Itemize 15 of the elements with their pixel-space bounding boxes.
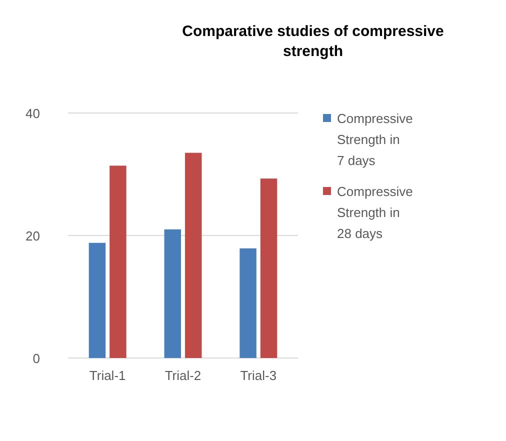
x-tick-label: Trial-1 bbox=[89, 368, 126, 383]
x-tick-label: Trial-3 bbox=[240, 368, 277, 383]
legend-label: Compressive Strength in 28 days bbox=[337, 184, 413, 241]
bar bbox=[260, 178, 278, 358]
x-tick-label: Trial-2 bbox=[164, 368, 202, 383]
y-tick-label: 20 bbox=[26, 228, 40, 244]
bar bbox=[185, 152, 202, 358]
legend-label: Compressive Strength in 7 days bbox=[337, 111, 413, 168]
bar bbox=[164, 229, 181, 358]
bar bbox=[88, 242, 106, 358]
y-tick-label: 0 bbox=[32, 351, 40, 366]
y-tick-label: 40 bbox=[26, 106, 40, 121]
bar bbox=[240, 248, 256, 358]
bar bbox=[110, 166, 126, 358]
chart-title: Comparative studies of compressive strength bbox=[182, 23, 444, 60]
